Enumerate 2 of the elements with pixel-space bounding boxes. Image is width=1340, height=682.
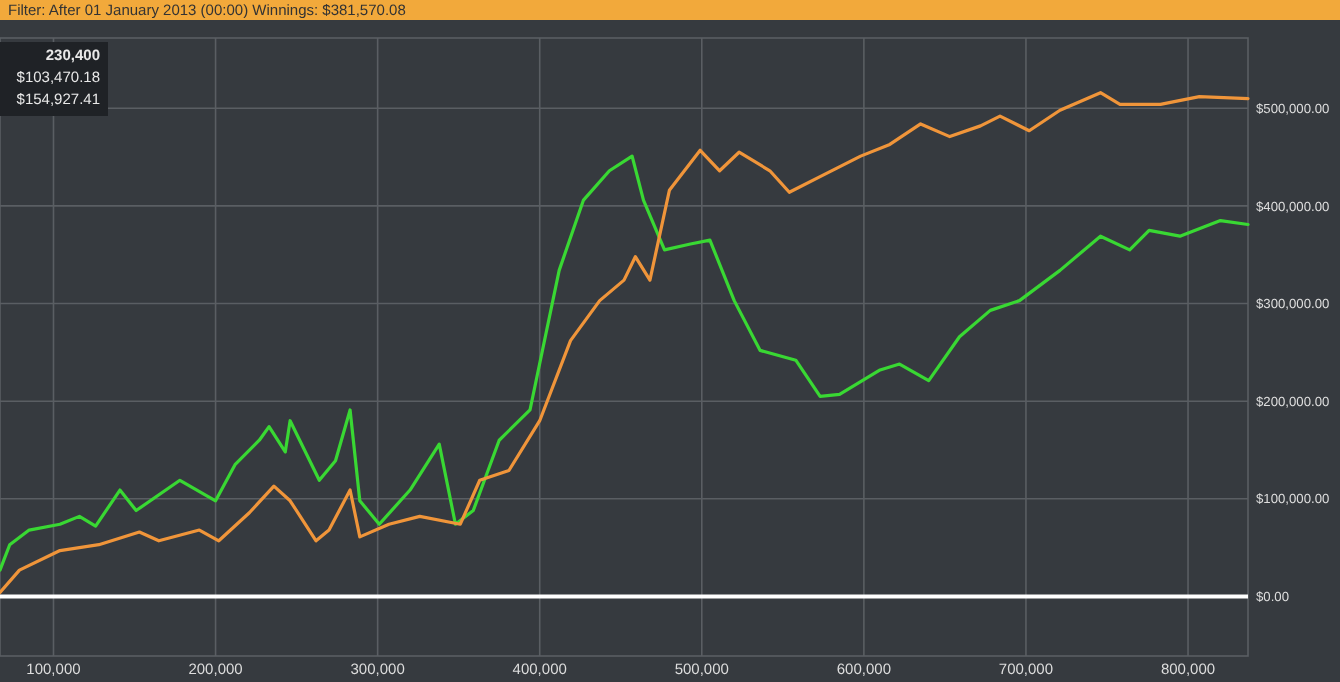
line-series <box>0 154 1250 572</box>
line-series <box>0 91 1250 595</box>
